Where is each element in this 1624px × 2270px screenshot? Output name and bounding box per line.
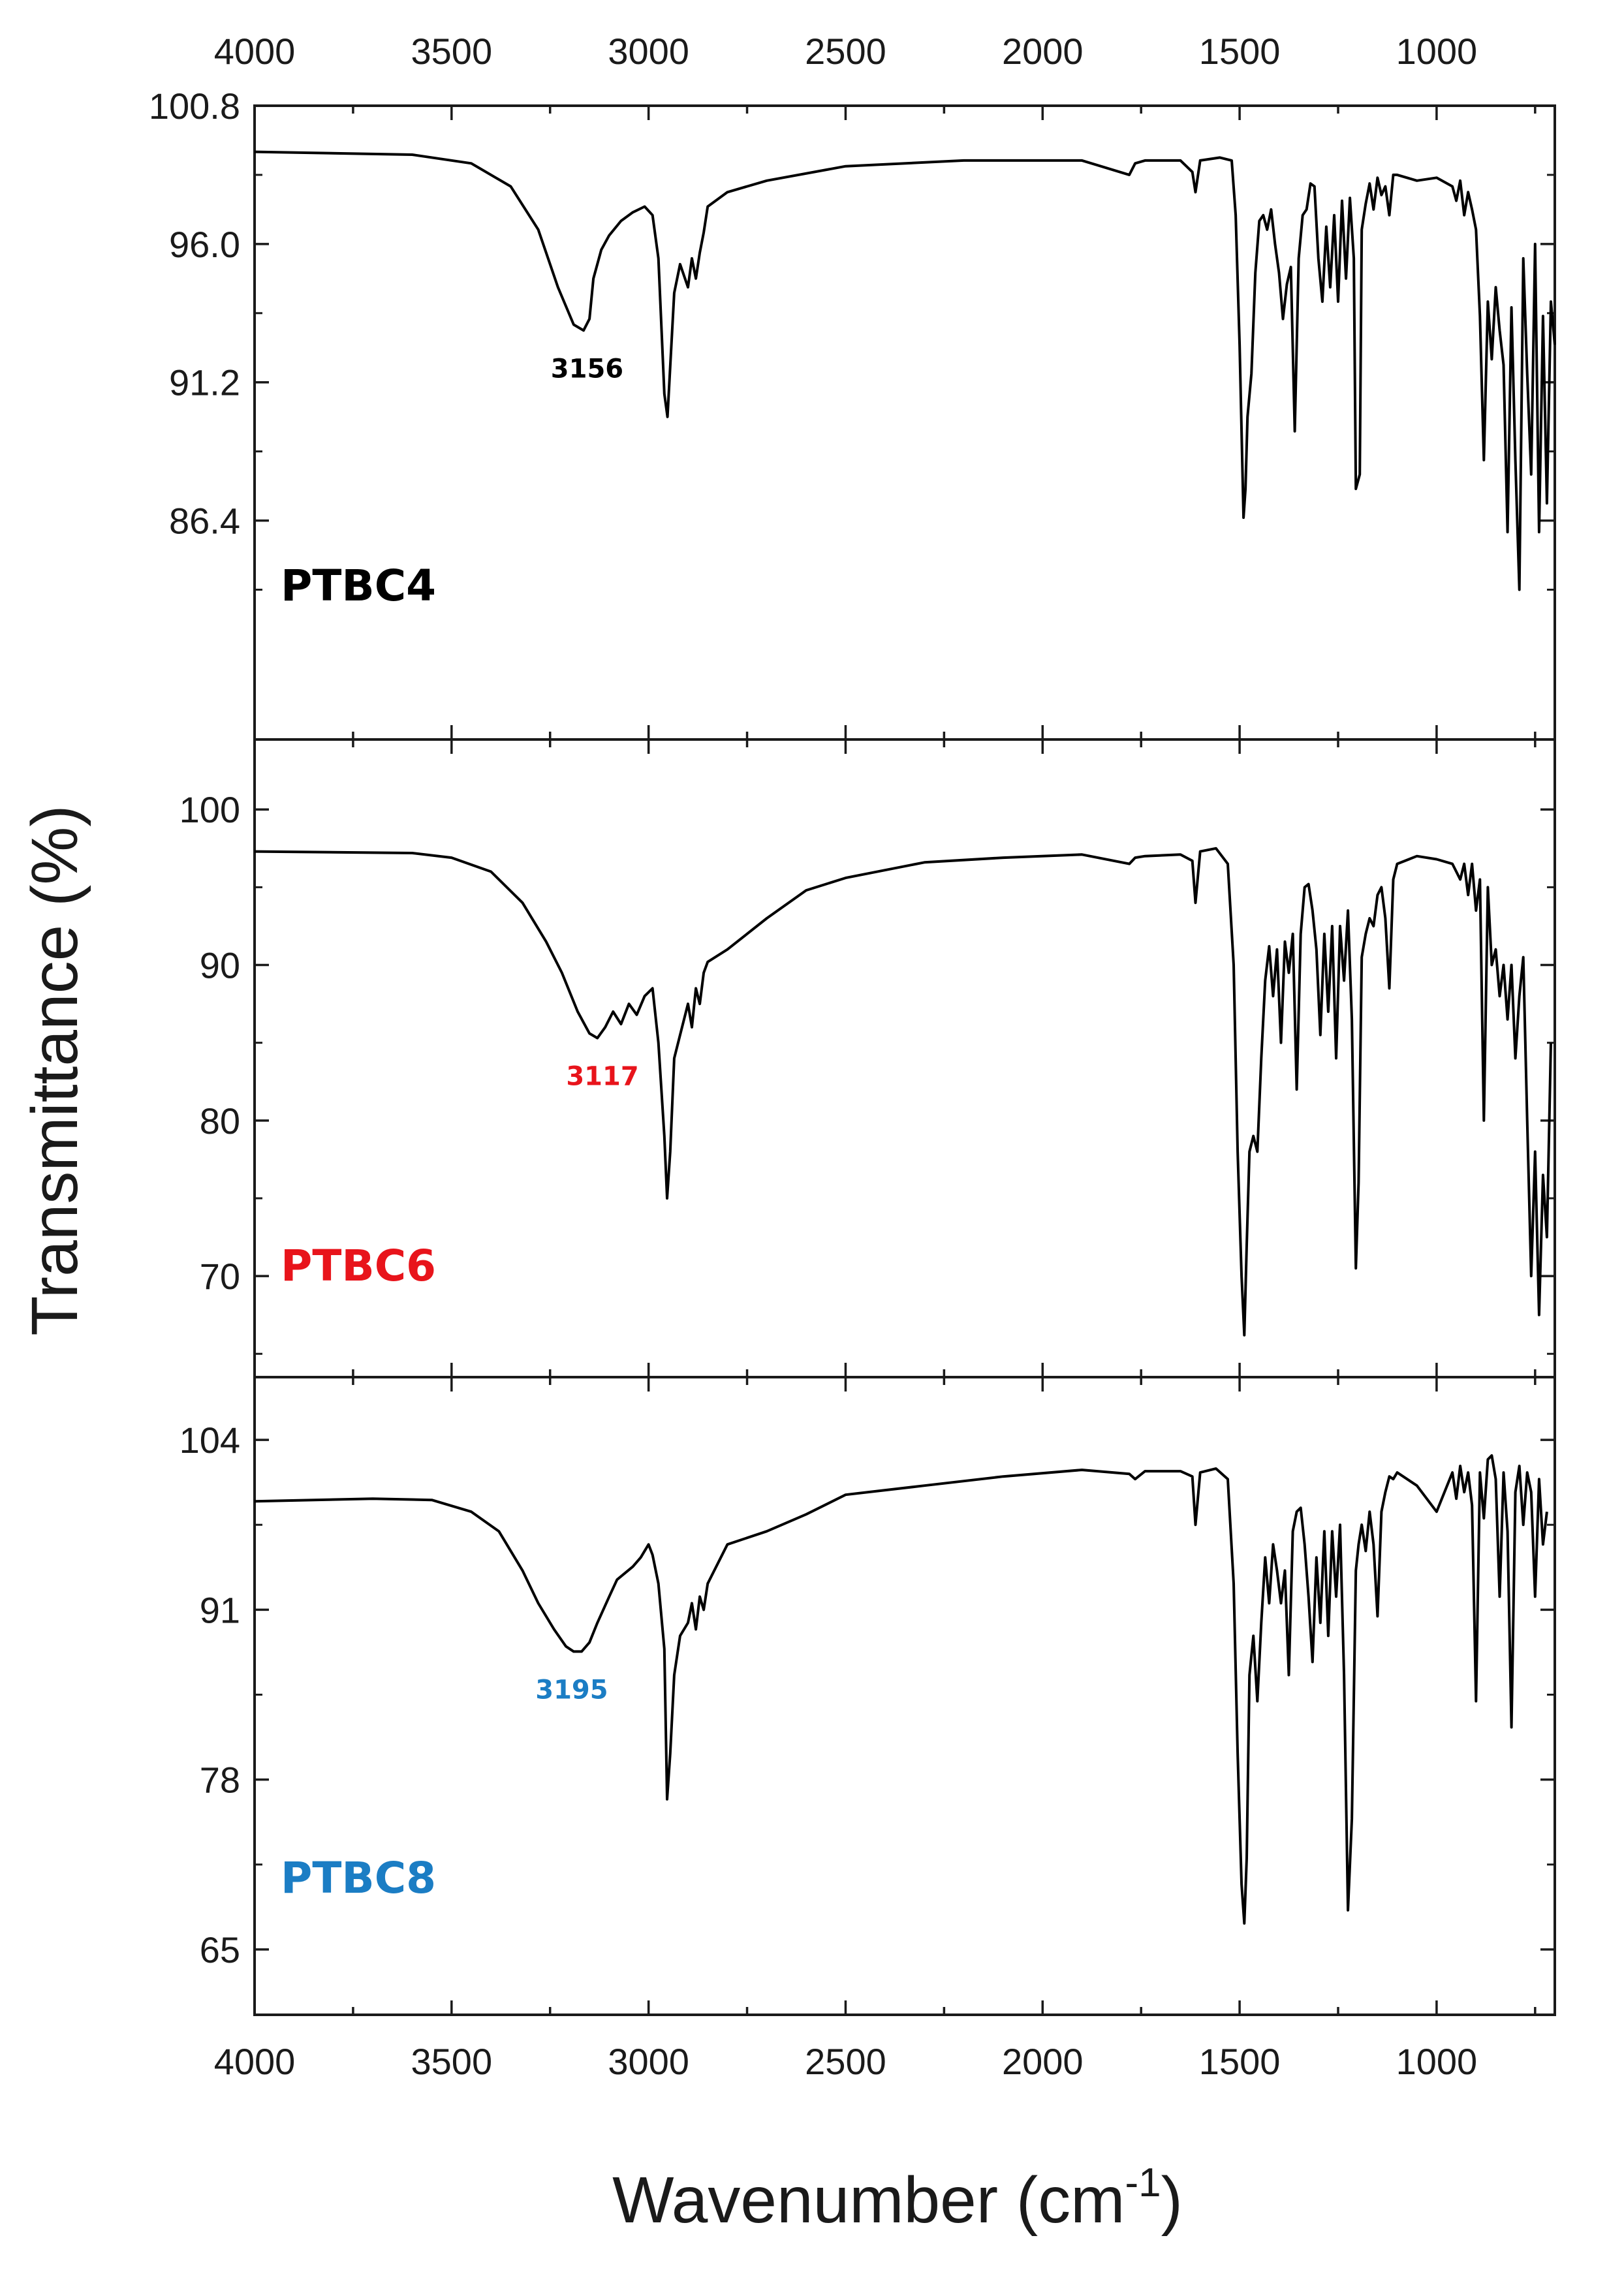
panel-ptbc4-y-tick-0: 100.8 [149, 86, 240, 127]
panel-ptbc4-y-tick-1: 96.0 [169, 224, 240, 265]
top-x-tick-3500: 3500 [411, 31, 493, 72]
x-axis-title: Wavenumber (cm-1) [612, 2160, 1183, 2237]
panel-ptbc6-sample-label: PTBC6 [281, 1241, 436, 1291]
top-x-tick-4000: 4000 [214, 31, 296, 72]
x-axis-title-text: Wavenumber (cm [612, 2164, 1125, 2237]
top-x-tick-1500: 1500 [1199, 31, 1281, 72]
panel-ptbc4-peak-label: 3156 [551, 354, 623, 384]
panel-ptbc8-y-tick-3: 65 [200, 1929, 240, 1970]
bottom-x-tick-3500: 3500 [411, 2041, 493, 2082]
panel-ptbc8-y-tick-0: 104 [180, 1420, 240, 1461]
panel-ptbc8-tick-marks [253, 1377, 1555, 2015]
bottom-x-tick-3000: 3000 [608, 2041, 689, 2082]
panel-ptbc8-y-tick-2: 78 [200, 1760, 240, 1801]
panel-ptbc4-y-tick-2: 91.2 [169, 362, 240, 403]
bottom-x-tick-4000: 4000 [214, 2041, 296, 2082]
panel-ptbc8: 104 91 78 65 PTBC8 3195 [180, 1376, 1556, 2016]
y-axis-title: Transmittance (%) [18, 805, 91, 1335]
panel-ptbc6-y-tick-3: 70 [200, 1256, 240, 1297]
panel-ptbc6-y-tick-0: 100 [180, 789, 240, 830]
panel-ptbc8-peak-label: 3195 [535, 1675, 608, 1705]
panel-frame-rect [253, 1376, 1556, 2016]
bottom-x-tick-labels: 4000 3500 3000 2500 2000 1500 1000 [214, 2041, 1477, 2082]
bottom-x-tick-2500: 2500 [805, 2041, 886, 2082]
x-axis-title-close: ) [1161, 2164, 1183, 2237]
panel-ptbc8-frame [253, 1376, 1556, 2016]
panel-ptbc8-y-tick-1: 91 [200, 1589, 240, 1630]
panel-ptbc6-y-tick-1: 90 [200, 945, 240, 986]
panel-ptbc6-tick-marks [253, 739, 1555, 1377]
bottom-x-tick-1000: 1000 [1396, 2041, 1478, 2082]
panel-ptbc4-y-tick-3: 86.4 [169, 501, 240, 542]
panel-ptbc6: 100 90 80 70 PTBC6 3117 [180, 738, 1556, 1378]
panel-ptbc4: 100.8 96.0 91.2 86.4 PTBC4 3156 [149, 86, 1556, 741]
panel-ptbc6-spectrum-line [254, 847, 1552, 1337]
top-x-tick-1000: 1000 [1396, 31, 1478, 72]
panel-ptbc8-spectrum-line [254, 1454, 1548, 1925]
panel-ptbc4-spectrum-line [254, 150, 1556, 591]
panel-ptbc8-sample-label: PTBC8 [281, 1853, 436, 1903]
top-x-tick-3000: 3000 [608, 31, 689, 72]
x-axis-title-superscript: -1 [1125, 2160, 1161, 2205]
bottom-x-tick-1500: 1500 [1199, 2041, 1281, 2082]
panel-ptbc4-sample-label: PTBC4 [281, 561, 436, 611]
top-x-tick-2500: 2500 [805, 31, 886, 72]
panel-ptbc6-y-tick-2: 80 [200, 1100, 240, 1142]
panel-ptbc6-peak-label: 3117 [566, 1062, 638, 1092]
top-x-tick-labels: 4000 3500 3000 2500 2000 1500 1000 [214, 31, 1477, 72]
top-x-tick-2000: 2000 [1002, 31, 1084, 72]
bottom-x-tick-2000: 2000 [1002, 2041, 1084, 2082]
